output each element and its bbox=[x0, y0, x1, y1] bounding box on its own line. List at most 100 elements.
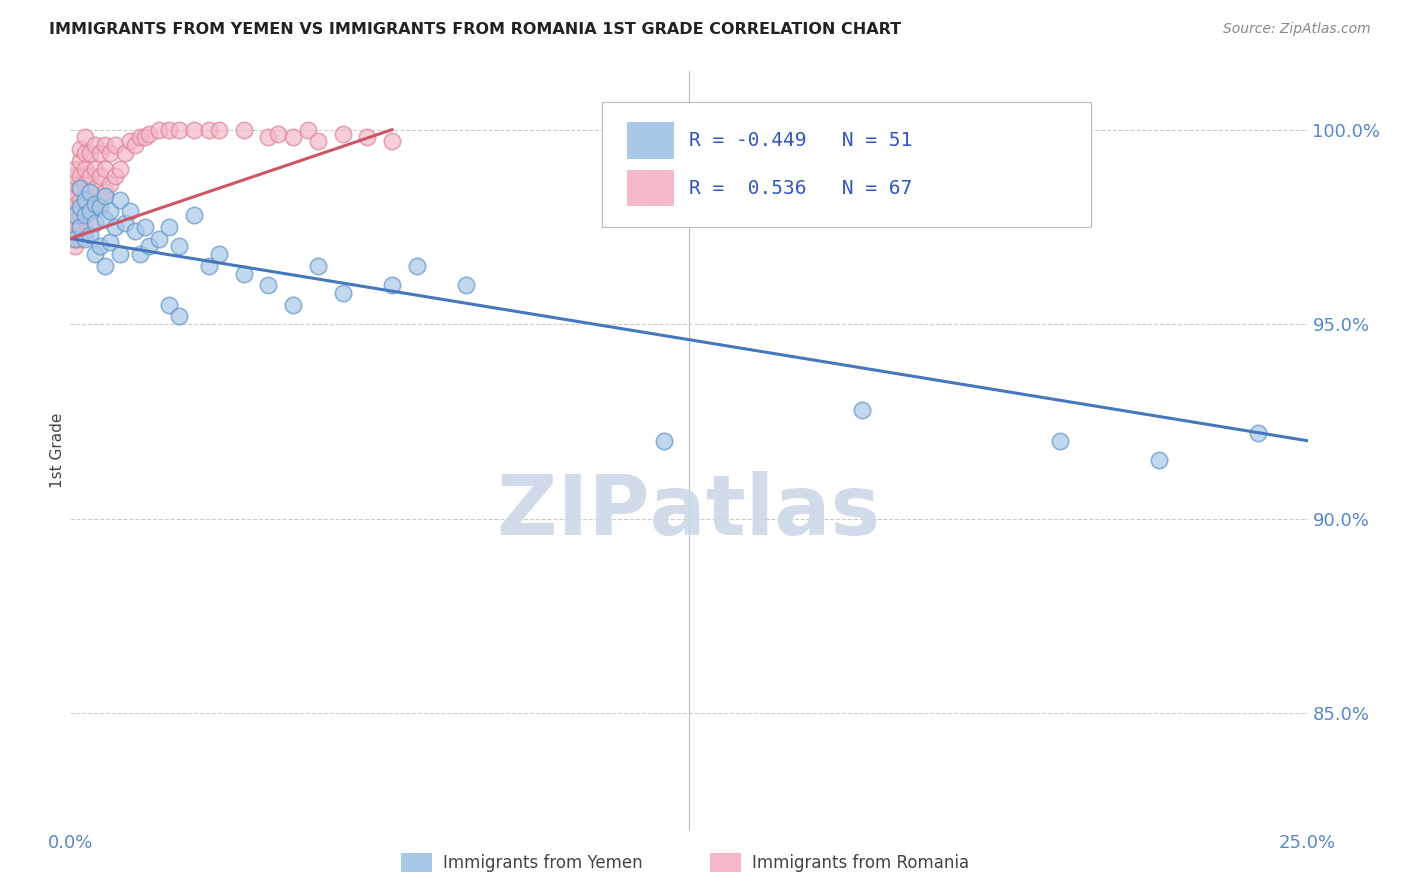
Point bbox=[198, 259, 221, 273]
Point bbox=[79, 185, 101, 199]
Point bbox=[69, 181, 91, 195]
Point bbox=[75, 193, 97, 207]
Point bbox=[297, 122, 319, 136]
Point bbox=[118, 134, 141, 148]
Point bbox=[89, 239, 111, 253]
Bar bbox=[627, 169, 673, 206]
Point bbox=[108, 193, 131, 207]
Point bbox=[98, 235, 121, 250]
Point bbox=[79, 185, 101, 199]
Point bbox=[65, 224, 87, 238]
Point bbox=[89, 146, 111, 161]
Point bbox=[456, 278, 478, 293]
Point bbox=[281, 298, 304, 312]
Point bbox=[69, 219, 91, 234]
Point bbox=[98, 204, 121, 219]
Point bbox=[94, 212, 117, 227]
Point bbox=[65, 208, 87, 222]
Point bbox=[114, 216, 136, 230]
Point bbox=[84, 161, 107, 176]
Point bbox=[65, 201, 87, 215]
Point bbox=[75, 193, 97, 207]
Point bbox=[79, 146, 101, 161]
Point bbox=[281, 130, 304, 145]
Point bbox=[104, 138, 127, 153]
Text: R =  0.536   N = 67: R = 0.536 N = 67 bbox=[689, 178, 912, 198]
Point bbox=[138, 239, 160, 253]
Point bbox=[69, 201, 91, 215]
Point bbox=[332, 285, 354, 300]
Point bbox=[167, 239, 190, 253]
Point bbox=[267, 127, 290, 141]
Point bbox=[94, 161, 117, 176]
Point bbox=[257, 278, 280, 293]
Point bbox=[94, 185, 117, 199]
Point bbox=[79, 227, 101, 242]
Point bbox=[183, 208, 205, 222]
Bar bbox=[627, 122, 673, 159]
Point bbox=[167, 310, 190, 324]
Point bbox=[69, 219, 91, 234]
Point bbox=[94, 259, 117, 273]
Point bbox=[89, 193, 111, 207]
Point bbox=[183, 122, 205, 136]
Point bbox=[65, 177, 87, 191]
Point bbox=[79, 169, 101, 184]
Point bbox=[128, 130, 150, 145]
Point bbox=[94, 188, 117, 202]
Point bbox=[65, 185, 87, 199]
Point bbox=[84, 196, 107, 211]
Point bbox=[381, 278, 404, 293]
Point bbox=[1147, 453, 1170, 467]
Point bbox=[79, 216, 101, 230]
Point bbox=[232, 267, 254, 281]
Text: Immigrants from Romania: Immigrants from Romania bbox=[752, 854, 969, 871]
Point bbox=[108, 161, 131, 176]
Text: Immigrants from Yemen: Immigrants from Yemen bbox=[443, 854, 643, 871]
Point bbox=[69, 231, 91, 245]
Point bbox=[75, 161, 97, 176]
FancyBboxPatch shape bbox=[602, 102, 1091, 227]
Point bbox=[307, 134, 329, 148]
Point bbox=[65, 239, 87, 253]
Point bbox=[84, 216, 107, 230]
Point bbox=[75, 177, 97, 191]
Point bbox=[65, 231, 87, 245]
Point bbox=[138, 127, 160, 141]
Point bbox=[148, 122, 170, 136]
Point bbox=[148, 231, 170, 245]
Point bbox=[157, 122, 180, 136]
Point bbox=[69, 193, 91, 207]
Point bbox=[332, 127, 354, 141]
Point bbox=[208, 122, 231, 136]
Point bbox=[94, 138, 117, 153]
Text: Source: ZipAtlas.com: Source: ZipAtlas.com bbox=[1223, 22, 1371, 37]
Point bbox=[157, 219, 180, 234]
Point bbox=[257, 130, 280, 145]
Point bbox=[65, 216, 87, 230]
Point bbox=[134, 130, 156, 145]
Y-axis label: 1st Grade: 1st Grade bbox=[49, 413, 65, 488]
Text: R = -0.449   N = 51: R = -0.449 N = 51 bbox=[689, 131, 912, 150]
Point bbox=[124, 138, 146, 153]
Point bbox=[232, 122, 254, 136]
Point bbox=[851, 402, 873, 417]
Point bbox=[84, 181, 107, 195]
Point bbox=[79, 201, 101, 215]
Point bbox=[104, 219, 127, 234]
Point bbox=[89, 169, 111, 184]
Point bbox=[75, 146, 97, 161]
Point bbox=[65, 169, 87, 184]
Point bbox=[69, 142, 91, 156]
Point bbox=[75, 130, 97, 145]
Point bbox=[69, 169, 91, 184]
Point bbox=[1049, 434, 1071, 448]
Point bbox=[134, 219, 156, 234]
Point bbox=[75, 231, 97, 245]
Point bbox=[75, 224, 97, 238]
Point bbox=[65, 161, 87, 176]
Point bbox=[65, 231, 87, 245]
Point bbox=[65, 193, 87, 207]
Point bbox=[98, 146, 121, 161]
Point bbox=[208, 247, 231, 261]
